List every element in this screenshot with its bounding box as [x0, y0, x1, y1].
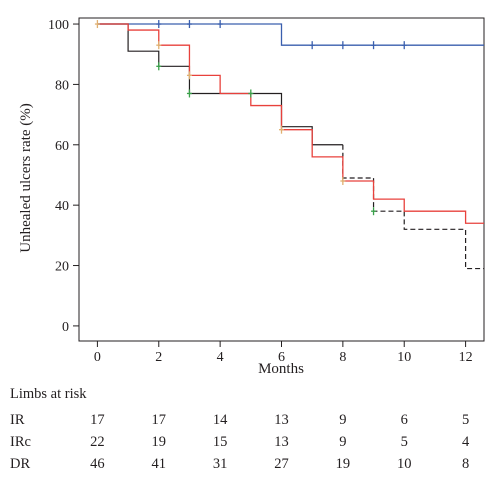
- y-tick-label: 0: [62, 320, 69, 335]
- risk-cell: 9: [339, 412, 347, 428]
- x-tick-label: 0: [94, 350, 101, 365]
- risk-cell: 19: [335, 456, 351, 472]
- plot-frame: [78, 17, 485, 342]
- risk-cell: 13: [274, 412, 289, 428]
- y-axis-ticks: 0 20 40 60 80 100: [48, 18, 79, 335]
- y-tick-label: 80: [55, 78, 69, 93]
- y-axis-label: Unhealed ulcers rate (%): [18, 103, 34, 253]
- risk-row-dr: DR 46 41 31 27 19 10 8: [0, 456, 500, 478]
- survival-chart: 0 20 40 60 80 100 0 2 4 6 8 10 12 Unhealed ulcers r…: [18, 17, 485, 377]
- x-tick-label: 8: [339, 350, 346, 365]
- x-axis-label: Months: [258, 361, 304, 377]
- series-2-line-dashed: [342, 144, 484, 270]
- risk-cell: 46: [90, 456, 105, 472]
- risk-cell: 13: [274, 434, 289, 450]
- risk-cell: 17: [151, 412, 167, 428]
- risk-table-title: Limbs at risk: [10, 386, 87, 402]
- risk-row-label: IR: [10, 412, 25, 428]
- y-tick-label: 40: [55, 199, 69, 214]
- x-axis-ticks: 0 2 4 6 8 10 12: [94, 341, 473, 365]
- risk-cell: 8: [461, 456, 470, 472]
- risk-row-irc: IRc 22 19 15 13 9 5 4: [0, 434, 500, 456]
- censor-marks: [94, 20, 407, 216]
- y-tick-label: 20: [55, 260, 69, 275]
- series-1-line: [97, 23, 484, 46]
- risk-cell: 22: [90, 434, 105, 450]
- risk-cell: 15: [212, 434, 228, 450]
- risk-cell: 6: [400, 412, 408, 428]
- series-3-line: [97, 23, 484, 224]
- risk-row-label: DR: [10, 456, 31, 472]
- x-tick-label: 12: [459, 350, 473, 365]
- risk-cell: 5: [400, 434, 408, 450]
- risk-cell: 19: [151, 434, 167, 450]
- risk-cell: 14: [212, 412, 228, 428]
- risk-row-label: IRc: [10, 434, 31, 450]
- risk-row-ir: IR 17 17 14 13 9 6 5: [0, 412, 500, 434]
- x-tick-label: 6: [278, 350, 285, 365]
- risk-cell: 4: [461, 434, 470, 450]
- y-tick-label: 100: [48, 18, 69, 33]
- survival-curves: [97, 23, 484, 270]
- risk-cell: 9: [339, 434, 347, 450]
- y-tick-label: 60: [55, 139, 69, 154]
- risk-cell: 5: [461, 412, 470, 428]
- risk-cell: 31: [212, 456, 228, 472]
- risk-cell: 10: [396, 456, 412, 472]
- risk-cell: 17: [90, 412, 105, 428]
- risk-cell: 41: [151, 456, 167, 472]
- risk-table: Limbs at risk IR 17 17 14 13 9 6 5 IRc 22 19 15 13 9 5…: [0, 380, 500, 486]
- x-tick-label: 2: [155, 350, 162, 365]
- risk-cell: 27: [274, 456, 289, 472]
- x-tick-label: 10: [397, 350, 411, 365]
- x-tick-label: 4: [217, 350, 224, 365]
